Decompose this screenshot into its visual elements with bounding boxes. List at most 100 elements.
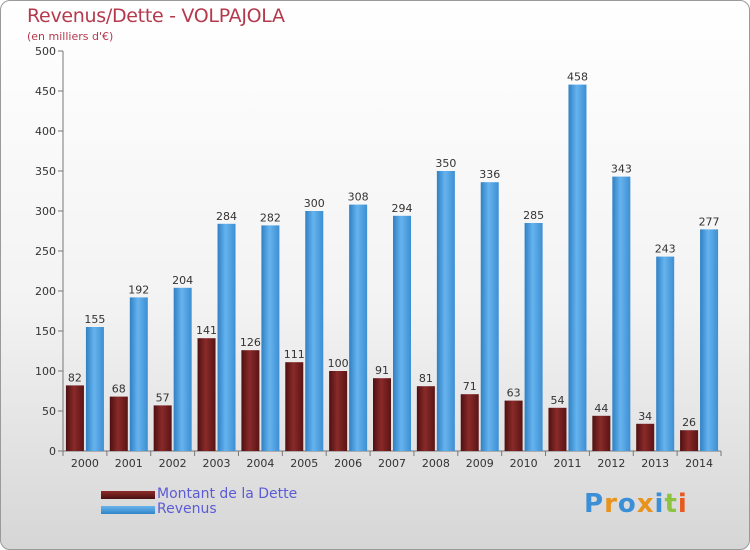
bar-dette (65, 385, 84, 451)
bar-revenus (524, 223, 543, 451)
data-label-dette: 26 (682, 416, 696, 429)
logo-letter: i (654, 489, 665, 519)
x-tick-label: 2011 (553, 457, 581, 470)
data-label-dette: 68 (112, 383, 126, 396)
bar-revenus (217, 223, 236, 451)
data-label-revenus: 155 (84, 313, 105, 326)
bar-dette (680, 430, 699, 451)
legend-item-dette: Montant de la Dette (101, 487, 297, 502)
data-label-revenus: 192 (128, 283, 149, 296)
bar-dette (416, 386, 435, 451)
bar-dette (285, 362, 304, 451)
bar-dette (504, 400, 523, 451)
data-label-revenus: 204 (172, 274, 193, 287)
legend-item-revenus: Revenus (101, 502, 297, 517)
bar-dette (636, 423, 655, 451)
bar-dette (241, 350, 260, 451)
y-tick-label: 200 (35, 285, 56, 298)
bar-revenus (85, 327, 104, 451)
x-tick-label: 2008 (422, 457, 450, 470)
data-label-revenus: 350 (435, 157, 456, 170)
data-label-revenus: 243 (655, 243, 676, 256)
x-tick-label: 2014 (685, 457, 713, 470)
x-tick-label: 2007 (378, 457, 406, 470)
data-label-dette: 82 (68, 371, 82, 384)
data-label-dette: 91 (375, 364, 389, 377)
y-tick-label: 500 (35, 45, 56, 58)
data-label-revenus: 343 (611, 163, 632, 176)
logo-letter: P (584, 489, 605, 519)
y-tick-label: 100 (35, 365, 56, 378)
logo-letter: o (617, 489, 637, 519)
bar-revenus (173, 287, 192, 451)
axes: 0 50 100 150 200 250 300 350 400 450 500 2000 2001 20… (35, 45, 722, 470)
bar-revenus (349, 204, 368, 451)
bar-revenus (656, 256, 675, 451)
data-label-revenus: 285 (523, 209, 544, 222)
x-tick-label: 2004 (246, 457, 274, 470)
labels: 82 155 68 192 57 204 141 284 126 282 111 300 100 308 9… (68, 71, 720, 430)
data-label-dette: 141 (196, 324, 217, 337)
data-label-dette: 81 (419, 372, 433, 385)
x-tick-label: 2000 (71, 457, 99, 470)
data-label-revenus: 277 (699, 215, 720, 228)
bar-revenus (305, 211, 324, 451)
bar-dette (329, 371, 348, 451)
bar-dette (197, 338, 216, 451)
data-label-dette: 100 (328, 357, 349, 370)
legend: Montant de la Dette Revenus (101, 487, 297, 517)
y-tick-label: 300 (35, 205, 56, 218)
x-tick-label: 2003 (203, 457, 231, 470)
bar-dette (109, 396, 128, 451)
data-label-revenus: 282 (260, 211, 281, 224)
data-label-dette: 34 (638, 410, 652, 423)
logo-letter: i (677, 489, 688, 519)
x-tick-label: 2001 (115, 457, 143, 470)
data-label-revenus: 458 (567, 71, 588, 84)
bars (65, 84, 719, 451)
data-label-revenus: 336 (479, 168, 500, 181)
logo-letter: t (664, 489, 678, 519)
y-tick-label: 0 (49, 445, 56, 458)
bar-revenus (261, 225, 280, 451)
x-tick-label: 2002 (159, 457, 187, 470)
y-tick-label: 400 (35, 125, 56, 138)
bar-dette (460, 394, 479, 451)
x-tick-label: 2012 (597, 457, 625, 470)
data-label-dette: 71 (463, 380, 477, 393)
logo-letter: x (636, 489, 655, 519)
legend-label-dette: Montant de la Dette (157, 486, 298, 502)
bar-revenus (612, 176, 631, 451)
x-tick-label: 2006 (334, 457, 362, 470)
bar-dette (548, 407, 567, 451)
y-tick-label: 250 (35, 245, 56, 258)
chart-subtitle: (en milliers d'€) (27, 30, 114, 43)
x-tick-label: 2005 (290, 457, 318, 470)
bar-revenus (480, 182, 499, 451)
data-label-dette: 63 (507, 387, 521, 400)
y-tick-label: 450 (35, 85, 56, 98)
data-label-dette: 57 (156, 391, 170, 404)
data-label-revenus: 300 (304, 197, 325, 210)
legend-swatch-dette (101, 490, 155, 499)
bar-revenus (568, 84, 587, 451)
y-tick-label: 350 (35, 165, 56, 178)
bar-dette (373, 378, 391, 451)
data-label-dette: 54 (550, 394, 564, 407)
x-tick-label: 2009 (466, 457, 494, 470)
data-label-dette: 44 (594, 402, 608, 415)
y-tick-label: 50 (42, 405, 56, 418)
chart-title: Revenus/Dette - VOLPAJOLA (27, 5, 285, 27)
data-label-dette: 126 (240, 336, 261, 349)
legend-swatch-revenus (101, 505, 155, 514)
data-label-revenus: 308 (348, 191, 369, 204)
bar-revenus (700, 229, 719, 451)
data-label-revenus: 284 (216, 210, 237, 223)
logo-letter: r (604, 489, 618, 519)
proxiti-logo: Proxiti (584, 489, 688, 519)
bar-revenus (436, 171, 455, 451)
bar-revenus (129, 297, 148, 451)
legend-label-revenus: Revenus (157, 501, 217, 517)
